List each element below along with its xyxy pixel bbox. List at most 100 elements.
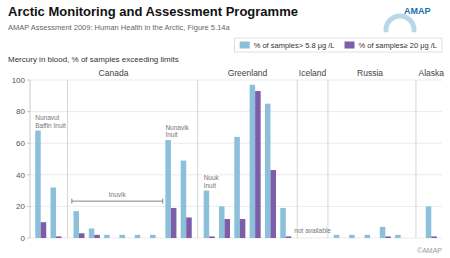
bar: [334, 235, 340, 238]
subtitle: AMAP Assessment 2009: Human Health in th…: [8, 23, 230, 32]
bar: [401, 238, 407, 239]
region-label: Canada: [99, 68, 129, 78]
logo-text: AMAP: [404, 6, 431, 16]
region-label: Greenland: [228, 68, 268, 78]
bar: [165, 140, 171, 238]
bar: [104, 235, 110, 238]
bar: [56, 236, 62, 238]
bracket-line: [72, 201, 163, 202]
bar: [355, 238, 361, 239]
bar: [135, 235, 141, 238]
bar: [181, 161, 187, 238]
title: Arctic Monitoring and Assessment Program…: [8, 4, 298, 19]
bar: [250, 85, 256, 238]
annotation: Inuvik: [109, 191, 127, 198]
bar: [280, 208, 286, 238]
bar: [209, 236, 215, 238]
bar: [370, 238, 376, 239]
legend-item: % of samples> 5.8 μg /L: [240, 41, 335, 50]
bar: [73, 211, 79, 238]
bar: [156, 238, 162, 239]
y-tick: [27, 111, 30, 112]
annotation: NuukInuit: [204, 174, 220, 188]
annotation: not available: [294, 227, 331, 234]
region-label: Alaska: [419, 68, 445, 78]
legend: % of samples> 5.8 μg /L % of samples≥ 20 …: [235, 38, 442, 52]
bar: [79, 233, 85, 238]
background: [0, 0, 450, 258]
logo-arc: [386, 16, 414, 30]
text-line: Baffin Inuit: [35, 122, 66, 129]
bar: [94, 235, 100, 238]
grid-line: [30, 111, 442, 112]
y-tick-label: 0: [21, 234, 26, 243]
y-tick-label: 100: [12, 76, 26, 85]
bar: [385, 236, 391, 238]
annotation: NunavikInuit: [165, 124, 189, 138]
logo: AMAP: [386, 6, 431, 30]
bar: [51, 187, 57, 238]
divider: [197, 80, 198, 238]
bar: [365, 235, 371, 238]
divider: [415, 80, 416, 238]
bar: [140, 238, 146, 239]
legend-item: % of samples≥ 20 μg /L: [345, 41, 437, 50]
credit: ©AMAP: [417, 247, 442, 254]
bar: [395, 235, 401, 238]
bar: [204, 191, 210, 238]
bar: [219, 206, 225, 238]
bar: [89, 229, 95, 238]
y-tick-label: 40: [16, 171, 25, 180]
y-axis-label: Mercury in blood, % of samples exceeding…: [8, 55, 179, 64]
text-line: Nunavik: [165, 124, 189, 131]
y-tick: [27, 143, 30, 144]
divider: [67, 80, 68, 238]
bar: [225, 219, 231, 238]
bar: [255, 91, 261, 238]
bar: [265, 104, 271, 238]
text-line: Nuuk: [204, 174, 220, 181]
y-tick: [27, 238, 30, 239]
y-tick: [27, 206, 30, 207]
legend-frame: [235, 38, 442, 52]
bar: [150, 235, 156, 238]
y-tick: [27, 80, 30, 81]
text-line: Nunavut: [35, 114, 59, 121]
bar: [35, 131, 41, 238]
bar: [41, 222, 47, 238]
text-line: Inuit: [165, 131, 177, 138]
bar: [349, 235, 355, 238]
bar: [234, 137, 240, 238]
y-tick-label: 60: [16, 139, 25, 148]
bar: [426, 206, 432, 238]
grid-line: [30, 80, 442, 81]
bar: [431, 236, 437, 238]
divider: [327, 80, 328, 238]
bar: [270, 170, 276, 238]
bar: [110, 238, 116, 239]
legend-label: % of samples> 5.8 μg /L: [254, 41, 335, 50]
y-tick-label: 20: [16, 202, 25, 211]
bar: [339, 238, 345, 239]
region-label: Russia: [357, 68, 383, 78]
divider: [297, 80, 298, 238]
chart: Arctic Monitoring and Assessment Program…: [0, 0, 450, 258]
bracket-end: [162, 199, 163, 204]
bar: [171, 208, 177, 238]
legend-label: % of samples≥ 20 μg /L: [359, 41, 437, 50]
bracket: [72, 199, 163, 204]
bar: [240, 219, 246, 238]
bar: [286, 236, 292, 238]
legend-swatch: [345, 42, 355, 49]
text-line: Inuit: [204, 182, 216, 189]
bars: [35, 85, 437, 238]
bar: [380, 227, 386, 238]
y-tick: [27, 174, 30, 175]
legend-swatch: [240, 42, 250, 49]
grid: [27, 80, 442, 238]
bar: [125, 238, 131, 239]
bracket-end: [71, 199, 72, 204]
y-tick-label: 80: [16, 107, 25, 116]
region-label: Iceland: [299, 68, 327, 78]
annotation: NunavutBaffin Inuit: [35, 114, 66, 128]
